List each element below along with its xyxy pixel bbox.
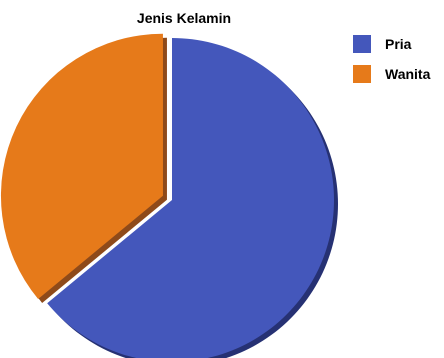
legend-swatch-wanita [353, 65, 371, 83]
legend-label-pria: Pria [385, 36, 412, 52]
legend-item-wanita[interactable]: Wanita [353, 65, 430, 83]
chart-title: Jenis Kelamin [136, 10, 232, 26]
legend: Pria Wanita [353, 35, 430, 95]
legend-swatch-pria [353, 35, 371, 53]
pie-slice-wanita[interactable] [0, 33, 163, 300]
pie-slice-pria[interactable] [47, 38, 334, 358]
legend-label-wanita: Wanita [385, 66, 431, 82]
pie-slices [0, 33, 334, 358]
legend-item-pria[interactable]: Pria [353, 35, 430, 53]
